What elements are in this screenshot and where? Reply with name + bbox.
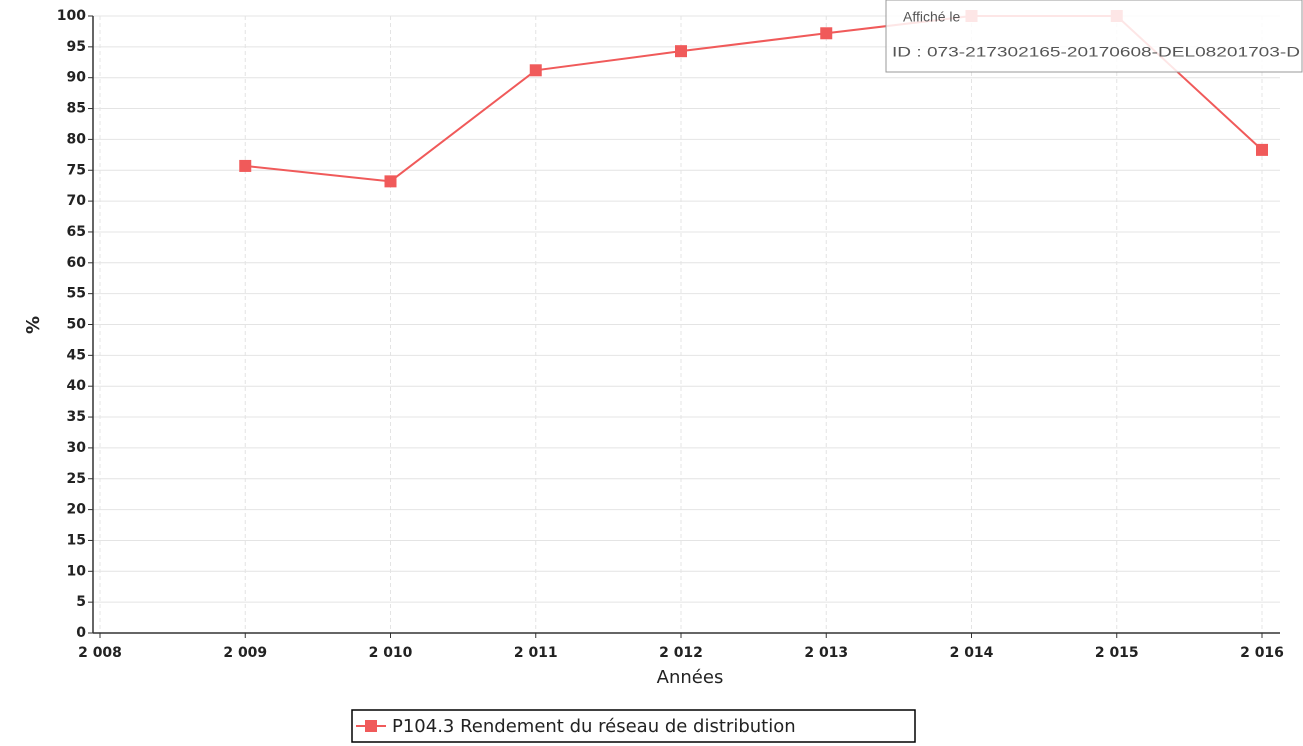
data-point [384,175,397,188]
y-tick-label: 100 [57,8,86,24]
y-tick-label: 55 [67,286,86,302]
y-tick-label: 75 [67,162,86,178]
legend: P104.3 Rendement du réseau de distributi… [351,709,916,743]
y-tick-label: 60 [67,255,87,271]
legend-swatch [365,720,377,732]
x-tick-label: 2 013 [804,645,848,661]
y-tick-label: 10 [67,563,87,579]
x-tick-label: 2 010 [369,645,413,661]
y-tick-label: 40 [67,378,87,394]
legend-label: P104.3 Rendement du réseau de distributi… [392,716,796,737]
x-tick-label: 2 008 [78,645,122,661]
y-tick-label: 15 [67,532,86,548]
stamp: Affiché le ID : 073-217302165-20170608-DE… [885,0,1303,73]
x-tick-label: 2 012 [659,645,703,661]
x-tick-label: 2 009 [223,645,267,661]
y-tick-label: 70 [67,193,87,209]
data-point [239,159,252,172]
y-tick-label: 95 [67,39,86,55]
x-tick-label: 2 011 [514,645,558,661]
x-tick-label: 2 014 [950,645,994,661]
y-tick-label: 45 [67,347,86,363]
x-tick-label: 2 016 [1240,645,1284,661]
y-axis-label: % [23,316,44,334]
data-point [529,64,542,77]
y-tick-label: 25 [67,471,86,487]
legend-box [351,709,916,743]
data-point [820,27,833,40]
y-tick-label: 50 [67,317,87,333]
y-tick-label: 5 [76,594,86,610]
stamp-text: ID : 073-217302165-20170608-DEL08201703-… [892,44,1300,60]
y-tick-label: 35 [67,409,86,425]
stamp-text: Affiché le [903,9,961,25]
data-point [1256,143,1268,156]
y-tick-label: 0 [76,625,86,641]
y-tick-label: 20 [67,502,87,518]
y-tick-label: 80 [67,131,87,147]
x-axis-label: Années [657,667,724,688]
stamp-box [885,0,1303,73]
y-tick-label: 65 [67,224,86,240]
y-tick-label: 30 [67,440,87,456]
y-tick-label: 90 [67,70,87,86]
x-tick-label: 2 015 [1095,645,1139,661]
data-point [675,45,687,58]
y-tick-label: 85 [67,101,86,117]
